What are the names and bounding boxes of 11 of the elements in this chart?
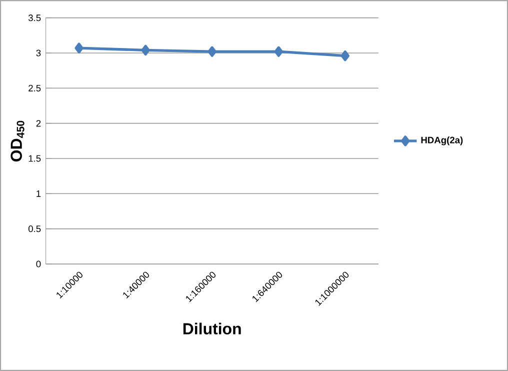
y-tick-label: 3.5 [28, 14, 41, 22]
x-axis-title: Dilution [183, 322, 241, 334]
y-tick-label: 0 [36, 260, 41, 268]
y-tick-label: 1.5 [28, 155, 41, 162]
y-tick-label: 0.5 [28, 226, 41, 232]
y-tick-label: 3 [36, 50, 41, 56]
y-tick-label: 1 [36, 190, 41, 197]
y-tick-label: 2.5 [28, 84, 41, 92]
y-axis-title: OD$_{450}$ [10, 120, 24, 162]
legend-label: HDAg(2a) [421, 136, 463, 146]
y-tick-label: 2 [36, 120, 41, 127]
